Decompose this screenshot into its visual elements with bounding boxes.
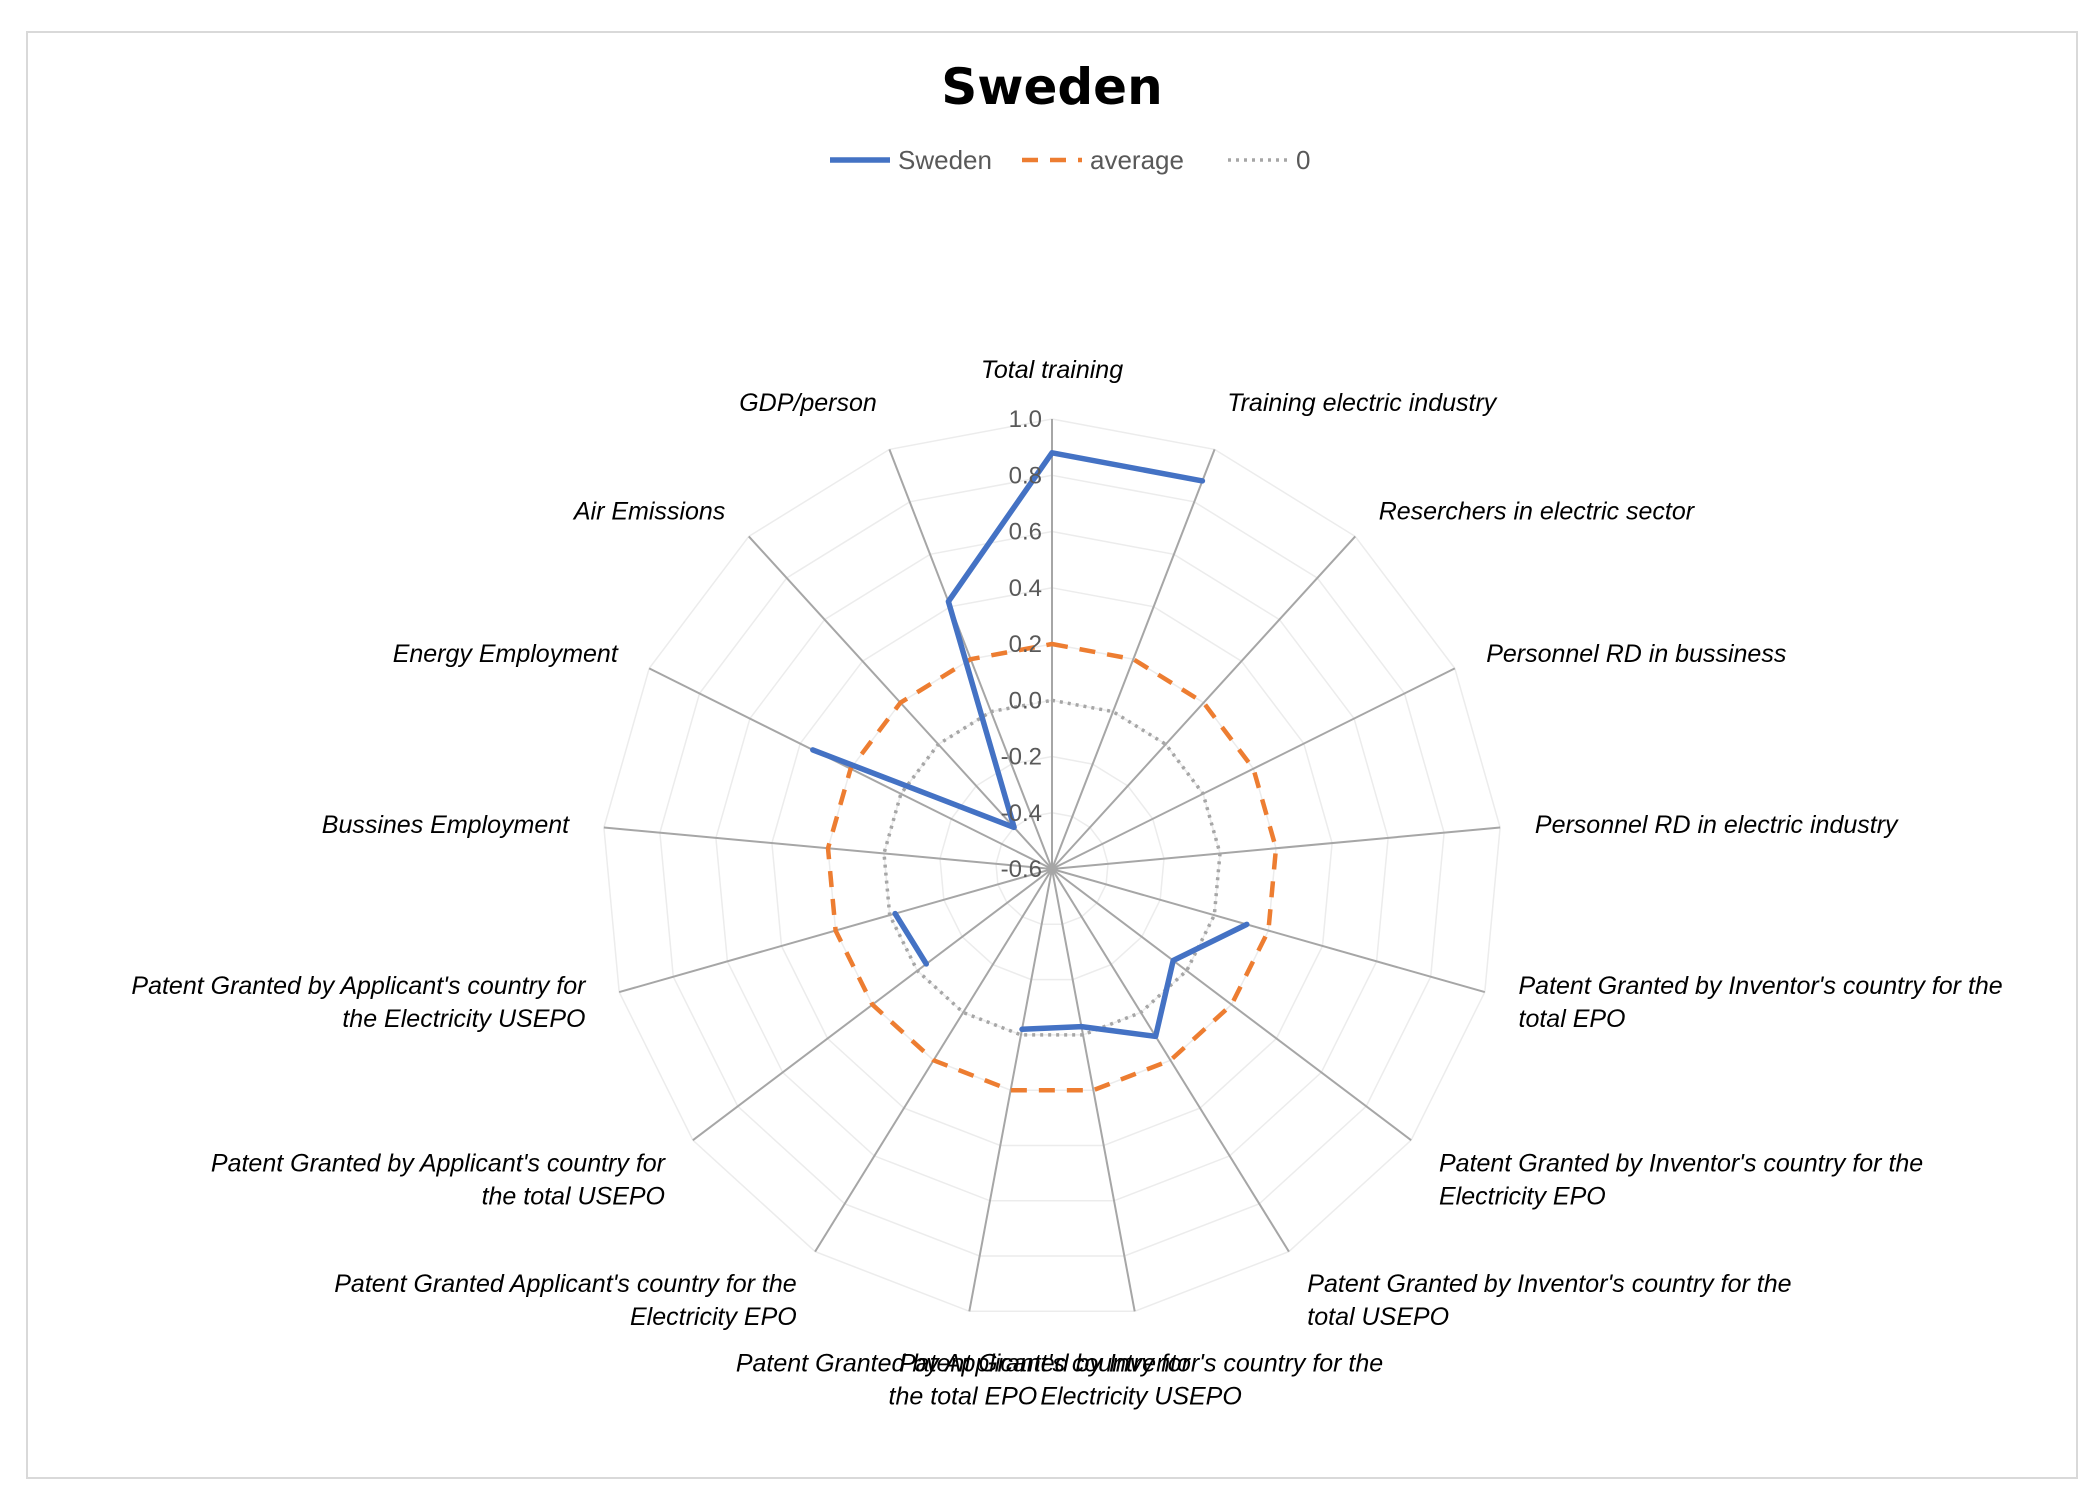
spoke-line — [1051, 826, 1501, 870]
grid-ring — [939, 755, 1165, 981]
chart-title: Sweden — [941, 58, 1162, 116]
grid-ring — [603, 418, 1501, 1313]
tick-labels: 1.0 0.8 0.6 0.4 0.2 0.0 -0.2 -0.4 -0.6 — [1001, 406, 1042, 883]
category-labels: Total training Training electric industry… — [131, 356, 2002, 1411]
tick-label: 1.0 — [1009, 406, 1042, 433]
series-line-sweden — [1019, 921, 1250, 1040]
series-line-sweden — [892, 910, 930, 967]
category-label: Patent Granted by Applicant's country fo… — [736, 1350, 1192, 1411]
legend-label-zero: 0 — [1296, 145, 1310, 175]
category-label: Total training — [981, 356, 1123, 384]
tick-label: -0.4 — [1001, 800, 1042, 827]
legend: Sweden average 0 — [830, 145, 1310, 175]
category-label: Air Emissions — [572, 498, 725, 526]
spoke-line — [1051, 868, 1486, 994]
category-label: Patent Granted by Applicant's country fo… — [211, 1150, 667, 1211]
legend-label-average: average — [1090, 145, 1184, 175]
category-label: Patent Granted by Inventor's country for… — [899, 1350, 1383, 1411]
tick-label: 0.2 — [1009, 631, 1042, 658]
spoke-line — [1051, 535, 1356, 870]
series-line-average — [825, 641, 1279, 1093]
category-label: Patent Granted by Applicant's country fo… — [131, 972, 587, 1033]
grid-ring — [995, 812, 1109, 926]
series-layer — [810, 450, 1279, 1093]
category-label: Patent Granted by Inventor's country for… — [1519, 972, 2003, 1033]
category-label: Energy Employment — [393, 640, 619, 668]
category-label: Personnel RD in electric industry — [1535, 811, 1899, 839]
series-line-sweden — [810, 450, 1206, 831]
spoke-line — [1051, 667, 1456, 870]
legend-label-sweden: Sweden — [898, 145, 992, 175]
category-label: Patent Granted by Inventor's country for… — [1439, 1150, 1923, 1211]
category-label: Personnel RD in bussiness — [1486, 640, 1786, 668]
category-label: Patent Granted by Inventor's country for… — [1307, 1270, 1791, 1331]
category-label: Training electric industry — [1227, 389, 1498, 417]
spoke-line — [1051, 868, 1136, 1312]
tick-label: 0.6 — [1009, 519, 1042, 546]
grid-ring — [771, 587, 1333, 1147]
spoke-line — [968, 868, 1053, 1312]
category-label: Bussines Employment — [322, 811, 570, 839]
grid-ring — [715, 530, 1389, 1202]
category-label: Reserchers in electric sector — [1379, 498, 1696, 526]
tick-label: 0.8 — [1009, 462, 1042, 489]
tick-label: 0.4 — [1009, 575, 1042, 602]
tick-label: 0.0 — [1009, 687, 1042, 714]
spoke-line — [1051, 449, 1216, 870]
tick-label: -0.2 — [1001, 744, 1042, 771]
tick-label: -0.6 — [1001, 856, 1042, 883]
category-label: Patent Granted Applicant's country for t… — [334, 1270, 796, 1331]
category-label: GDP/person — [739, 389, 877, 417]
grid-ring — [659, 474, 1445, 1257]
spoke-line — [1051, 868, 1412, 1141]
spoke-line — [1051, 868, 1290, 1253]
